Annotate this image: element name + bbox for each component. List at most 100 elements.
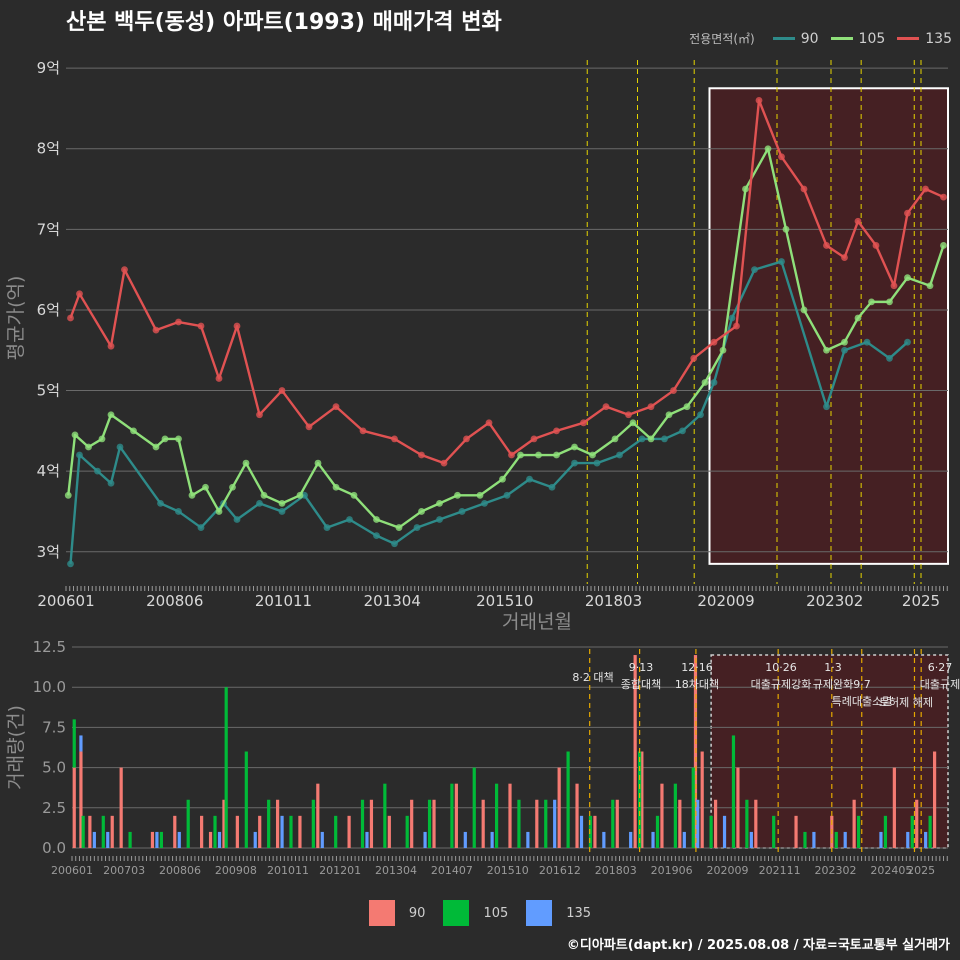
price-point-135 [733,322,740,330]
price-point-135 [670,387,677,394]
legend-top-item-105: 105 [830,31,885,47]
price-point-105 [571,443,578,451]
top-x-axis-title: 거래년월 [502,611,572,633]
event-annotation-date: 6·27 [928,661,953,674]
price-point-135 [215,375,223,382]
price-point-105 [418,508,425,515]
volume-bar-105 [655,815,660,848]
bottom-x-tick-label: 202111 [759,864,801,877]
volume-bar-90 [88,815,92,848]
price-point-105 [742,185,749,193]
volume-bar-135 [155,831,159,848]
bottom-x-tick-label: 202302 [815,864,857,877]
price-point-90 [886,354,893,362]
price-point-105 [499,475,506,483]
volume-bar-105 [311,799,315,848]
volume-bar-90 [72,767,76,848]
volume-bar-90 [369,799,374,848]
price-point-105 [107,411,115,419]
price-point-105 [629,419,637,427]
price-point-105 [476,491,484,499]
price-point-90 [373,532,380,540]
volume-bar-90 [915,799,919,848]
price-point-90 [661,435,668,443]
volume-bar-105 [101,815,105,848]
price-point-135 [418,451,425,459]
volume-bar-90 [892,767,896,848]
price-point-105 [332,483,340,491]
event-annotation-text: 규제완화 [813,678,853,691]
volume-bar-105 [186,799,190,848]
volume-bar-135 [79,735,83,752]
volume-bar-90 [557,767,561,848]
volume-bar-105 [224,687,228,848]
event-annotation-text: 대출규제 [920,678,960,691]
price-point-90 [593,459,601,467]
price-point-135 [278,387,286,394]
volume-bar-90 [208,831,213,848]
volume-bar-105 [383,783,387,848]
price-point-135 [904,209,911,217]
volume-bar-105 [857,815,861,848]
volume-bar-135 [490,831,494,848]
price-point-105 [683,403,691,411]
price-point-135 [76,290,83,298]
legend-bottom-label-135: 135 [566,905,592,921]
volume-bar-135 [280,815,284,848]
top-x-tick-label: 200601 [37,592,94,610]
bottom-x-tick-label: 201304 [375,864,417,877]
price-point-90 [616,451,623,459]
price-point-90 [571,459,578,467]
price-point-105 [436,499,443,507]
price-point-135 [530,435,538,443]
price-point-105 [647,435,655,443]
price-point-105 [175,435,182,443]
price-point-105 [202,483,209,491]
volume-bar-135 [843,831,847,848]
price-point-90 [413,524,421,531]
top-y-tick-label: 9억 [37,59,60,77]
volume-bar-105 [588,815,593,848]
volume-bar-105 [803,831,807,848]
volume-bar-105 [427,799,432,848]
volume-bar-105 [638,751,642,848]
volume-bar-90 [615,799,619,848]
legend-bottom-label-105: 105 [483,905,509,921]
chart-title: 산본 백두(동성) 아파트(1993) 매매가격 변화 [66,10,502,35]
volume-bar-90 [660,783,664,848]
volume-bar-105 [360,799,365,848]
legend-top-title: 전용면적(㎡) [689,32,755,46]
volume-bar-105 [691,767,695,848]
volume-bar-105 [494,783,499,848]
price-point-90 [679,427,686,435]
price-point-90 [157,499,164,507]
volume-bar-90 [200,815,204,848]
price-point-135 [152,326,160,334]
volume-bar-90 [316,783,320,848]
top-x-tick-label: 202009 [697,592,754,610]
volume-bar-135 [92,831,96,848]
volume-bar-90 [79,751,83,848]
price-point-135 [463,435,470,443]
price-point-105 [665,411,673,419]
price-point-135 [602,403,610,411]
price-point-135 [872,242,880,249]
bottom-y-tick-label: 7.5 [42,718,66,736]
volume-bar-135 [106,831,110,848]
bottom-y-axis-title: 거래량(건) [5,705,27,790]
legend-bottom-item-105: 105 [443,900,508,926]
volume-bar-105 [566,751,570,848]
price-point-105 [535,451,542,459]
price-point-90 [751,266,758,274]
price-point-105 [517,451,524,459]
price-point-90 [346,516,353,523]
top-y-tick-label: 5억 [37,382,60,400]
price-point-135 [922,185,929,193]
volume-bar-105 [213,815,217,848]
volume-bar-105 [289,815,293,848]
top-y-tick-label: 4억 [37,462,60,480]
bottom-x-tick-label: 201011 [267,864,309,877]
price-point-105 [98,435,106,443]
volume-bar-105 [244,751,248,848]
